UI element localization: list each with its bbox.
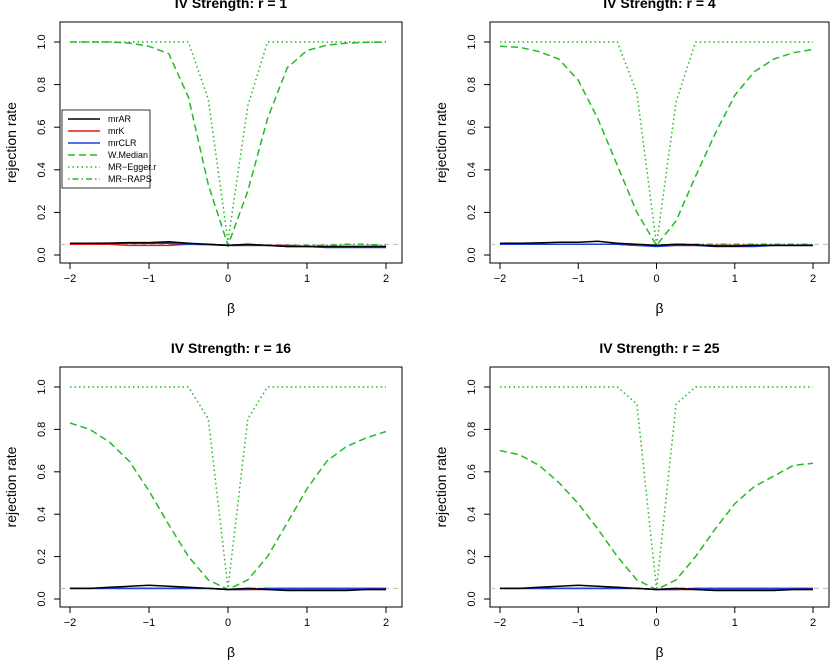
legend-label: MR−RAPS bbox=[108, 174, 152, 184]
chart-panel-1: IV Strength: r = 1 −2 −1 0 1 2 0.0 0.2 0.4 0.6 0.8… bbox=[3, 0, 403, 316]
series-line-mr-egger-r bbox=[500, 386, 813, 589]
chart-panel-2: IV Strength: r = 4 −2 −1 0 1 2 0.0 0.2 0.4 0.6 0.8… bbox=[433, 0, 830, 316]
y-tick-label: 0.8 bbox=[466, 422, 478, 437]
y-tick-label: 0.4 bbox=[466, 507, 478, 522]
y-tick-label: 0.0 bbox=[466, 247, 478, 262]
series-line-mrar bbox=[500, 240, 813, 247]
y-tick-label: 1.0 bbox=[466, 34, 478, 49]
y-tick-label: 0.8 bbox=[36, 422, 48, 437]
y-tick-label: 0.4 bbox=[36, 162, 48, 177]
x-tick-label: 0 bbox=[653, 617, 659, 629]
y-tick-label: 1.0 bbox=[36, 379, 48, 394]
legend-label: MR−Egger.r bbox=[108, 162, 156, 172]
x-tick-label: 2 bbox=[810, 273, 816, 285]
x-tick-label: 1 bbox=[304, 617, 310, 629]
x-tick-label: −2 bbox=[494, 617, 507, 629]
y-tick-label: 1.0 bbox=[36, 34, 48, 49]
series-line-mr-egger-r bbox=[500, 41, 813, 245]
x-tick-label: −2 bbox=[494, 273, 507, 285]
chart-title: IV Strength: r = 25 bbox=[599, 340, 719, 356]
x-tick-label: 1 bbox=[732, 617, 738, 629]
y-tick-label: 0.6 bbox=[466, 120, 478, 135]
x-tick-label: 0 bbox=[225, 617, 231, 629]
x-tick-label: 0 bbox=[653, 273, 659, 285]
x-axis-label: β bbox=[655, 300, 663, 316]
y-tick-label: 0.2 bbox=[466, 205, 478, 220]
x-tick-label: −2 bbox=[64, 617, 77, 629]
legend: mrAR mrK mrCLR W.Median MR−Egger.r MR−RAPS bbox=[61, 109, 156, 189]
x-tick-label: 0 bbox=[225, 273, 231, 285]
y-tick-label: 0.8 bbox=[36, 77, 48, 92]
x-axis-label: β bbox=[655, 644, 663, 660]
series-line-w-median bbox=[69, 422, 387, 591]
y-tick-label: 0.6 bbox=[466, 464, 478, 479]
legend-label: mrK bbox=[108, 126, 125, 136]
series-line-mrar bbox=[70, 584, 386, 592]
y-tick-label: 0.0 bbox=[36, 591, 48, 606]
y-tick-label: 0.0 bbox=[36, 247, 48, 262]
x-axis-label: β bbox=[227, 300, 235, 316]
legend-label: W.Median bbox=[108, 150, 148, 160]
x-tick-label: −1 bbox=[143, 273, 156, 285]
y-tick-label: 0.2 bbox=[466, 549, 478, 564]
chart-title: IV Strength: r = 16 bbox=[171, 340, 291, 356]
chart-panel-3: IV Strength: r = 16 −2 −1 0 1 2 0.0 0.2 0.4 0.6 0.… bbox=[3, 340, 403, 660]
x-tick-label: −1 bbox=[572, 617, 585, 629]
plot-frame bbox=[489, 366, 830, 608]
y-axis-label: rejection rate bbox=[433, 446, 449, 527]
legend-label: mrAR bbox=[108, 114, 131, 124]
plot-frame bbox=[59, 21, 403, 264]
series-line-mrar bbox=[70, 241, 386, 248]
x-tick-label: 2 bbox=[383, 273, 389, 285]
y-axis-label: rejection rate bbox=[3, 102, 19, 183]
y-tick-label: 1.0 bbox=[466, 379, 478, 394]
x-tick-label: 2 bbox=[383, 617, 389, 629]
x-tick-label: 1 bbox=[304, 273, 310, 285]
series-line-w-median bbox=[499, 449, 814, 591]
x-tick-label: 2 bbox=[810, 617, 816, 629]
series-line-w-median bbox=[499, 45, 814, 247]
y-tick-label: 0.4 bbox=[466, 162, 478, 177]
chart-panel-4: IV Strength: r = 25 −2 −1 0 1 2 0.0 0.2 0.4 0.6 0.… bbox=[433, 340, 830, 660]
chart-title: IV Strength: r = 1 bbox=[175, 0, 288, 11]
y-tick-label: 0.2 bbox=[36, 549, 48, 564]
plot-frame bbox=[489, 21, 830, 264]
x-axis-label: β bbox=[227, 644, 235, 660]
y-axis-label: rejection rate bbox=[3, 446, 19, 527]
legend-label: mrCLR bbox=[108, 138, 137, 148]
x-tick-label: −1 bbox=[572, 273, 585, 285]
y-tick-label: 0.6 bbox=[36, 464, 48, 479]
x-tick-label: −1 bbox=[143, 617, 156, 629]
y-tick-label: 0.8 bbox=[466, 77, 478, 92]
y-tick-label: 0.0 bbox=[466, 591, 478, 606]
legend-box bbox=[61, 109, 151, 189]
series-line-mrar bbox=[500, 584, 813, 592]
plot-frame bbox=[59, 366, 403, 608]
x-tick-label: 1 bbox=[732, 273, 738, 285]
x-tick-label: −2 bbox=[64, 273, 77, 285]
y-axis-label: rejection rate bbox=[433, 102, 449, 183]
y-tick-label: 0.2 bbox=[36, 205, 48, 220]
y-tick-label: 0.4 bbox=[36, 507, 48, 522]
chart-title: IV Strength: r = 4 bbox=[603, 0, 716, 11]
y-tick-label: 0.6 bbox=[36, 120, 48, 135]
series-line-mr-egger-r bbox=[70, 386, 386, 589]
